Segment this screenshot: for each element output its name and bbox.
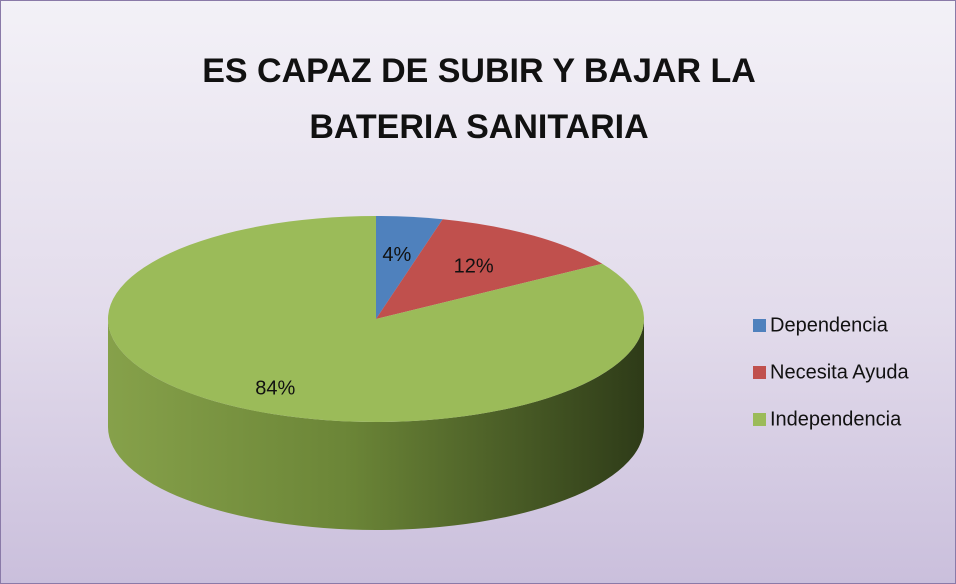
pie-slice (108, 216, 645, 422)
legend-swatch (753, 413, 766, 426)
pie-slice (376, 216, 443, 319)
data-label: 4% (382, 244, 411, 266)
data-label: 12% (454, 256, 494, 278)
legend-label: Dependencia (770, 314, 889, 336)
legend-swatch (753, 319, 766, 332)
pie-side (108, 319, 644, 530)
chart-title: ES CAPAZ DE SUBIR Y BAJAR LA BATERIA SAN… (202, 52, 756, 146)
legend-swatch (753, 366, 766, 379)
pie-slice (376, 219, 603, 319)
legend-label: Necesita Ayuda (770, 361, 909, 383)
data-label: 84% (255, 378, 295, 400)
legend-label: Independencia (770, 408, 902, 430)
